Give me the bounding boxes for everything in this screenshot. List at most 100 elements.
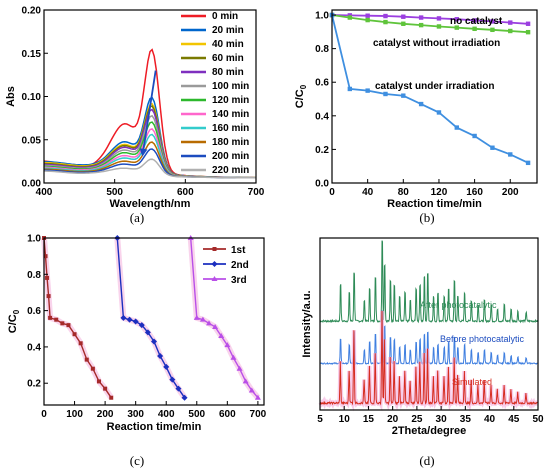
run-point-1 xyxy=(138,322,145,329)
legend-label-80-min: 80 min xyxy=(212,67,244,78)
panel-b-x-tick-label: 160 xyxy=(466,187,483,198)
panel-c-y-axis-label-subscript: 0 xyxy=(12,309,21,314)
series-point-0 xyxy=(401,14,406,19)
run-point-0 xyxy=(66,323,71,328)
legend-label-20-min: 20 min xyxy=(212,25,244,36)
run-point-2 xyxy=(212,323,219,329)
panel-a-x-tick-label: 600 xyxy=(177,187,194,198)
panel-b-x-tick-label: 40 xyxy=(362,187,374,198)
run-glow-0 xyxy=(41,237,114,400)
run-point-2 xyxy=(193,314,200,320)
panel-d-x-tick-label: 45 xyxy=(508,414,520,425)
series-point-0 xyxy=(472,18,477,23)
panel-b-x-tick-label: 200 xyxy=(502,187,519,198)
series-line-0 xyxy=(331,14,529,25)
label-before-photocatalytic: Before photocatalytic xyxy=(440,334,525,344)
panel-a-y-tick-label: 0.05 xyxy=(22,135,42,146)
series-point-1 xyxy=(401,21,406,26)
run-point-0 xyxy=(103,386,108,391)
panel-c-y-tick-label: 0.2 xyxy=(27,379,41,390)
series-point-1 xyxy=(454,25,459,30)
run-point-1 xyxy=(169,376,176,383)
legend-label-60-min: 60 min xyxy=(212,53,244,64)
panel-c-x-axis-label: Reaction time/min xyxy=(107,421,202,433)
series-point-0 xyxy=(490,19,495,24)
panel-a-x-tick-label: 400 xyxy=(36,187,53,198)
run-point-2 xyxy=(248,387,255,393)
legend-label-160-min: 160 min xyxy=(212,123,249,134)
panel-c-y-tick-label: 0.6 xyxy=(27,306,41,317)
panel-c-x-tick-label: 600 xyxy=(219,409,236,420)
panel-b-y-axis-label-subscript: 0 xyxy=(299,84,308,89)
run-point-1 xyxy=(151,338,157,345)
run-point-0 xyxy=(90,366,95,371)
series-point-2 xyxy=(401,93,406,98)
legend-label-3rd: 3rd xyxy=(231,275,247,286)
run-point-1 xyxy=(157,352,164,359)
run-point-2 xyxy=(254,394,261,400)
series-point-1 xyxy=(347,15,353,20)
panel-a-x-tick-label: 700 xyxy=(248,187,265,198)
label-after-photocatalytic: After photocatalytic xyxy=(420,300,497,310)
series-point-0 xyxy=(454,17,459,22)
panel-d-label: (d) xyxy=(419,453,434,468)
run-point-2 xyxy=(199,316,206,322)
series-point-2 xyxy=(454,125,459,130)
series-point-1 xyxy=(383,19,388,25)
panel-b-y-tick-label: 0.6 xyxy=(315,78,329,89)
legend-marker-3rd xyxy=(211,276,218,281)
run-point-2 xyxy=(218,333,225,339)
series-point-2 xyxy=(472,133,477,139)
series-point-2 xyxy=(508,152,513,157)
legend-label-1st: 1st xyxy=(231,245,246,256)
run-point-0 xyxy=(54,317,59,322)
panel-d-x-tick-label: 10 xyxy=(339,414,351,425)
panel-a-uv-vis-spectra: 400 500 600 700 0.00 0.05 0.10 0.15 0.20 Waveleng… xyxy=(5,6,265,211)
legend-label-120-min: 120 min xyxy=(212,95,249,106)
legend-marker-2nd xyxy=(211,261,218,267)
panel-a-y-axis-label: Abs xyxy=(5,86,17,107)
legend-label-100-min: 100 min xyxy=(212,81,249,92)
panel-b-plot-frame xyxy=(331,9,538,184)
panel-b-y-axis-label: C/C0 xyxy=(294,84,308,108)
series-point-1 xyxy=(508,28,513,34)
panel-c-y-tick-label: 0.8 xyxy=(27,270,41,281)
panel-b-x-tick-label: 0 xyxy=(329,187,335,198)
panel-b-x-tick-label: 120 xyxy=(431,187,448,198)
series-point-2 xyxy=(525,160,531,166)
spectrum-line-220-min xyxy=(44,158,256,179)
series-point-0 xyxy=(525,21,531,26)
legend-label-2nd: 2nd xyxy=(231,260,249,271)
run-point-1 xyxy=(181,394,188,401)
panel-c-label: (c) xyxy=(130,453,144,468)
panel-c-x-tick-label: 300 xyxy=(127,409,144,420)
panel-a-y-tick-label: 0.00 xyxy=(22,179,42,190)
panel-d-x-tick-label: 5 xyxy=(317,414,323,425)
panel-b-x-tick-label: 80 xyxy=(398,187,410,198)
panel-c-x-tick-label: 400 xyxy=(158,409,175,420)
run-point-0 xyxy=(97,379,101,384)
panel-d-x-tick-label: 35 xyxy=(460,414,472,425)
panel-b-y-tick-label: 0.8 xyxy=(315,44,329,55)
panel-c-x-tick-label: 700 xyxy=(250,409,267,420)
series-point-0 xyxy=(418,15,424,20)
label-no-catalyst: no catalyst xyxy=(450,16,503,27)
run-point-0 xyxy=(72,332,77,337)
panel-c-x-tick-label: 100 xyxy=(66,409,83,420)
panel-d-x-tick-label: 20 xyxy=(387,414,399,425)
series-line-2 xyxy=(331,14,529,164)
run-point-2 xyxy=(224,342,231,348)
run-point-0 xyxy=(60,321,65,326)
legend-label-140-min: 140 min xyxy=(212,109,249,120)
series-point-1 xyxy=(418,22,424,28)
series-point-1 xyxy=(436,24,442,29)
run-point-1 xyxy=(175,385,182,392)
run-point-0 xyxy=(78,341,83,346)
run-point-0 xyxy=(46,294,51,299)
series-point-2 xyxy=(383,91,388,97)
panel-c-x-tick-label: 200 xyxy=(97,409,114,420)
run-point-2 xyxy=(206,320,212,326)
run-point-1 xyxy=(144,329,151,336)
panel-d-x-tick-label: 15 xyxy=(363,414,375,425)
